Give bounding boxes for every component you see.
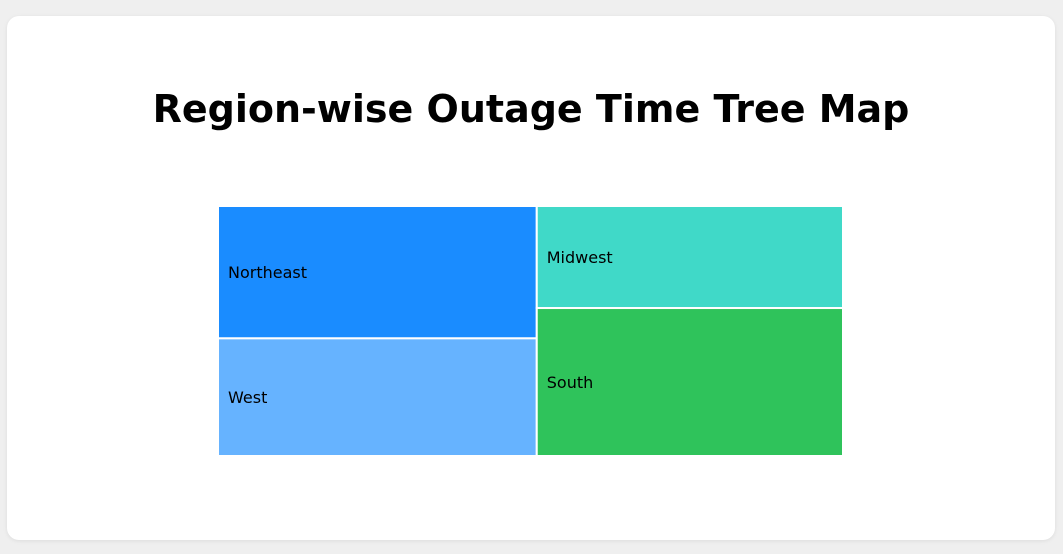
treemap-chart: Northeast West Midwest South — [217, 205, 844, 457]
tile-south[interactable] — [535, 307, 844, 457]
treemap-tiles: Northeast West Midwest South — [217, 205, 844, 457]
chart-title: Region-wise Outage Time Tree Map — [152, 87, 910, 131]
tile-label-west: West — [228, 388, 267, 407]
tile-label-south: South — [547, 373, 594, 392]
tile-midwest[interactable] — [535, 205, 844, 310]
tile-label-northeast: Northeast — [228, 263, 307, 282]
tile-label-midwest: Midwest — [547, 248, 613, 267]
